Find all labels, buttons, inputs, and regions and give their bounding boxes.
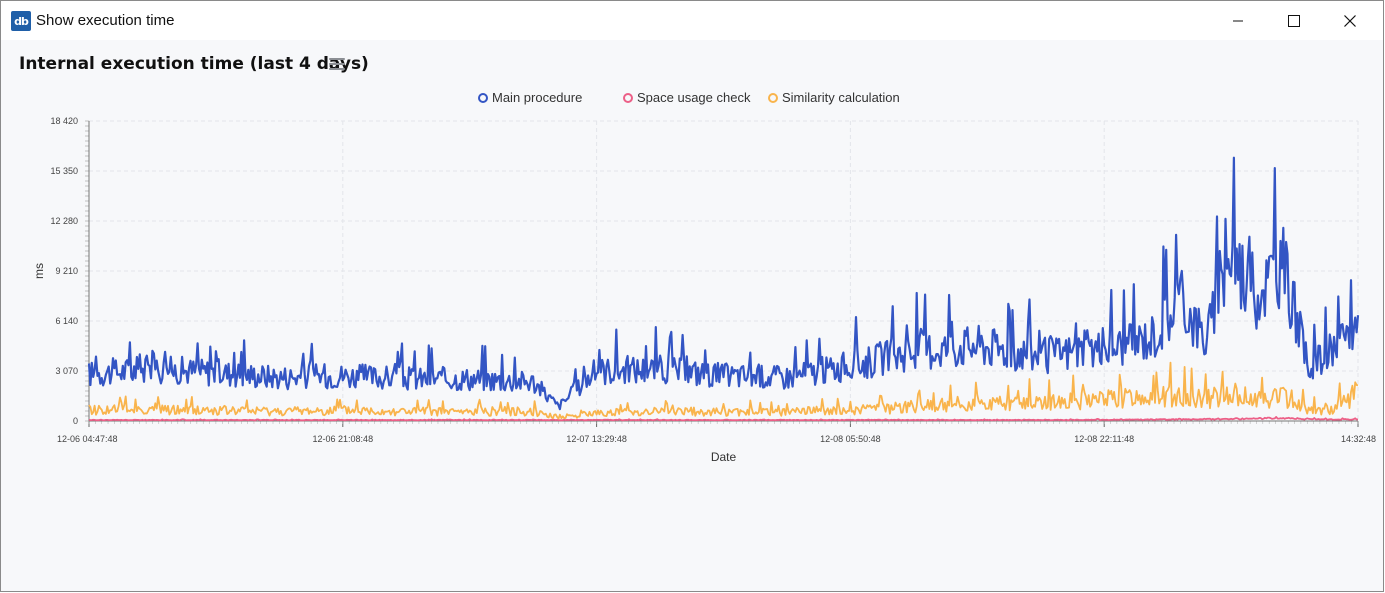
minimize-icon xyxy=(1233,20,1243,21)
x-tick-label: 12-08 22:11:48 xyxy=(1074,434,1134,444)
x-tick-label: 14:32:48 xyxy=(1341,434,1376,444)
minimize-button[interactable] xyxy=(1210,1,1266,40)
y-tick-label: 9 210 xyxy=(55,266,78,276)
close-button[interactable] xyxy=(1322,1,1378,40)
db-app-icon: db xyxy=(11,11,31,31)
y-tick-label: 3 070 xyxy=(55,366,78,376)
close-icon xyxy=(1344,14,1356,27)
y-tick-label: 15 350 xyxy=(50,166,78,176)
y-axis-label: ms xyxy=(32,263,46,279)
x-tick-label: 12-06 21:08:48 xyxy=(313,434,374,444)
y-tick-label: 12 280 xyxy=(50,216,78,226)
series-line-similarity-calculation xyxy=(88,361,1359,420)
legend-item: Similarity calculation xyxy=(782,90,900,105)
series-line-space-usage-check xyxy=(88,415,1359,422)
legend-item: Space usage check xyxy=(637,90,751,105)
x-axis-label: Date xyxy=(711,450,737,464)
legend-item: Main procedure xyxy=(492,90,582,105)
legend-marker xyxy=(623,93,633,103)
chart-title: Internal execution time (last 4 days) xyxy=(19,54,369,74)
legend-marker xyxy=(478,93,488,103)
series-line-main-procedure xyxy=(87,156,1360,411)
chart-menu-icon[interactable] xyxy=(329,58,345,72)
y-tick-label: 0 xyxy=(73,416,78,426)
legend-marker xyxy=(768,93,778,103)
window-title: Show execution time xyxy=(36,12,175,29)
x-tick-label: 12-06 04:47:48 xyxy=(57,434,118,444)
maximize-icon xyxy=(1288,14,1300,27)
x-tick-label: 12-08 05:50:48 xyxy=(820,434,881,444)
y-tick-label: 6 140 xyxy=(55,316,78,326)
maximize-button[interactable] xyxy=(1266,1,1322,40)
x-tick-label: 12-07 13:29:48 xyxy=(566,434,627,444)
title-bar[interactable]: db Show execution time xyxy=(1,1,1383,40)
y-tick-label: 18 420 xyxy=(50,116,78,126)
